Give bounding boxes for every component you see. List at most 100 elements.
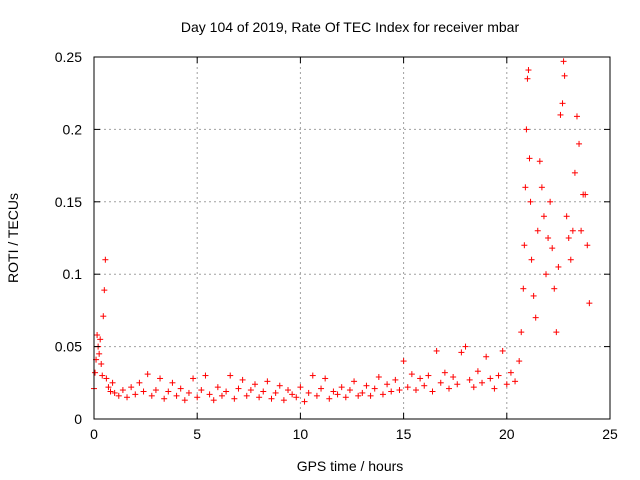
x-tick-label: 0 <box>90 426 98 442</box>
data-point <box>285 387 292 394</box>
data-point <box>355 392 362 399</box>
data-point <box>101 287 108 294</box>
data-point <box>115 392 122 399</box>
data-point <box>560 58 567 65</box>
data-point <box>177 385 184 392</box>
data-point <box>532 314 539 321</box>
data-point <box>512 378 519 385</box>
data-point <box>92 369 99 376</box>
data-point <box>503 381 510 388</box>
data-point <box>392 376 399 383</box>
data-point <box>100 313 107 320</box>
data-point <box>495 372 502 379</box>
y-tick-label: 0.25 <box>55 49 82 65</box>
x-tick-label: 5 <box>193 426 201 442</box>
data-point <box>388 388 395 395</box>
data-point <box>289 391 296 398</box>
data-point <box>551 285 558 292</box>
data-point <box>214 384 221 391</box>
y-tick-label: 0 <box>74 411 82 427</box>
data-point <box>379 391 386 398</box>
data-point <box>231 395 238 402</box>
data-point <box>268 395 275 402</box>
data-point <box>578 227 585 234</box>
data-point <box>301 398 308 405</box>
data-point <box>107 388 114 395</box>
data-point <box>111 389 118 396</box>
grid-lines <box>94 57 610 419</box>
data-point <box>516 358 523 365</box>
data-point <box>528 256 535 263</box>
data-point <box>144 371 151 378</box>
data-point <box>543 271 550 278</box>
data-point <box>223 388 230 395</box>
data-point <box>227 372 234 379</box>
data-point <box>256 394 263 401</box>
data-point <box>549 245 556 252</box>
data-point <box>272 389 279 396</box>
data-point <box>571 169 578 176</box>
data-point <box>555 263 562 270</box>
data-point <box>534 227 541 234</box>
data-point <box>152 387 159 394</box>
data-point <box>573 113 580 120</box>
data-point <box>367 392 374 399</box>
data-point <box>584 242 591 249</box>
data-point <box>474 368 481 375</box>
data-point <box>521 242 528 249</box>
data-point <box>359 389 366 396</box>
data-point <box>363 382 370 389</box>
data-point <box>450 374 457 381</box>
data-point <box>462 343 469 350</box>
data-point <box>96 350 103 357</box>
y-axis-label: ROTI / TECUs <box>5 193 21 283</box>
y-tick-labels: 0 0.05 0.1 0.15 0.2 0.25 <box>55 49 82 427</box>
data-point <box>293 394 300 401</box>
data-point <box>458 349 465 356</box>
axis-ticks <box>93 56 611 420</box>
data-point <box>371 385 378 392</box>
data-point <box>161 395 168 402</box>
data-point <box>479 379 486 386</box>
data-point <box>165 388 172 395</box>
data-point <box>408 371 415 378</box>
data-point <box>530 292 537 299</box>
data-point <box>202 372 209 379</box>
data-point <box>342 394 349 401</box>
data-point <box>441 369 448 376</box>
data-point <box>466 376 473 383</box>
data-point <box>297 384 304 391</box>
data-point <box>569 227 576 234</box>
data-point <box>499 347 506 354</box>
data-point <box>194 394 201 401</box>
data-point <box>384 381 391 388</box>
data-point <box>417 375 424 382</box>
data-point <box>206 391 213 398</box>
data-point <box>326 395 333 402</box>
data-point <box>396 387 403 394</box>
x-axis-label: GPS time / hours <box>297 458 404 474</box>
data-point <box>105 384 112 391</box>
data-point <box>157 375 164 382</box>
data-point <box>437 379 444 386</box>
data-point <box>582 191 589 198</box>
data-point <box>522 184 529 191</box>
x-tick-label: 25 <box>602 426 618 442</box>
data-point <box>132 391 139 398</box>
data-point <box>251 381 258 388</box>
x-tick-labels: 0 5 10 15 20 25 <box>90 426 618 442</box>
data-point <box>525 67 532 74</box>
data-point <box>412 387 419 394</box>
plot-frame <box>93 56 611 420</box>
data-point <box>280 397 287 404</box>
data-point <box>576 140 583 147</box>
data-point <box>429 388 436 395</box>
data-point <box>425 372 432 379</box>
data-point <box>210 397 217 404</box>
data-point <box>483 353 490 360</box>
data-point <box>305 389 312 396</box>
data-point <box>470 384 477 391</box>
data-point <box>181 397 188 404</box>
data-point <box>330 388 337 395</box>
